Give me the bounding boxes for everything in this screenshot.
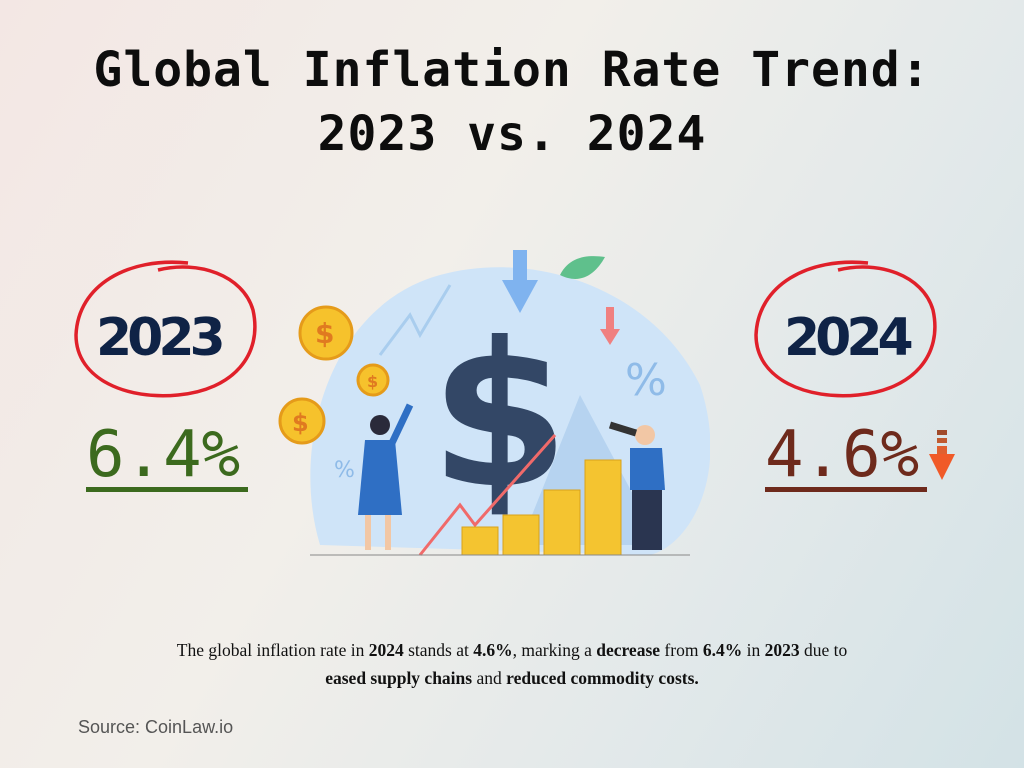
man-figure	[608, 421, 665, 550]
caption-emphasis: eased supply chains	[325, 668, 473, 688]
caption-emphasis: 2023	[764, 640, 800, 660]
caption-segment: from	[660, 640, 703, 660]
percent-icon-small: %	[334, 458, 355, 483]
svg-text:$: $	[315, 317, 334, 350]
caption-emphasis: 4.6%	[473, 640, 513, 660]
caption-segment: stands at	[403, 640, 474, 660]
page-title: Global Inflation Rate Trend: 2023 vs. 20…	[93, 42, 931, 162]
caption-emphasis: decrease	[596, 640, 661, 660]
caption-segment: and	[472, 668, 507, 688]
caption-segment: , marking a	[512, 640, 597, 660]
caption-segment: The global inflation rate in	[176, 640, 369, 660]
circle-annotation-2023	[74, 260, 257, 398]
inflation-illustration: % % $ $$$	[278, 250, 710, 556]
svg-text:$: $	[367, 372, 378, 391]
percent-icon: %	[625, 355, 667, 406]
value-2023: 6.4%	[86, 418, 241, 492]
woman-figure	[358, 403, 414, 550]
underline-2023	[86, 487, 248, 492]
year-2024-label: 2024	[784, 308, 914, 368]
circle-annotation-2024	[754, 260, 937, 398]
caption-segment: in	[742, 640, 765, 660]
caption-emphasis: reduced commodity costs.	[506, 668, 699, 688]
down-arrow-icon	[929, 430, 955, 480]
year-2023-label: 2023	[96, 308, 226, 368]
svg-text:$: $	[292, 409, 309, 437]
source-label: Source: CoinLaw.io	[78, 717, 234, 737]
caption-emphasis: 6.4%	[702, 640, 743, 660]
value-2024: 4.6%	[765, 418, 920, 492]
coin-icon	[278, 305, 390, 445]
underline-2024	[765, 487, 927, 492]
caption-text: The global inflation rate in 2024 stands…	[32, 636, 992, 692]
caption-emphasis: 2024	[368, 640, 404, 660]
caption-segment: due to	[799, 640, 848, 660]
